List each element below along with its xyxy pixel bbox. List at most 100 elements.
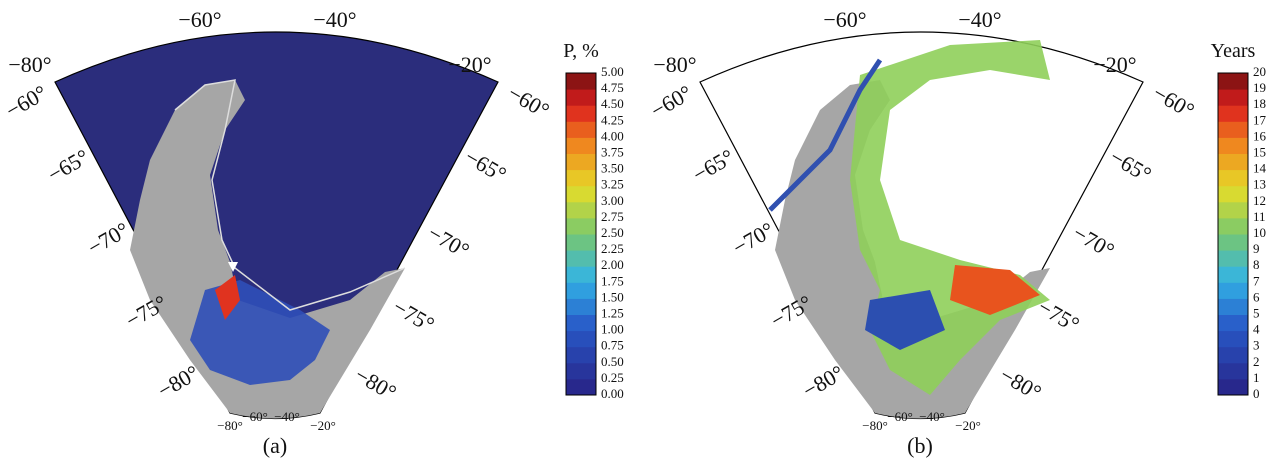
lat-label: −70° [1069,220,1119,263]
lon-label: −20° [955,418,981,433]
colorbar-tick-label: 0.25 [601,370,624,385]
colorbar-tick-label: 1 [1253,370,1260,385]
colorbar-step [566,186,596,203]
colorbar-tick-label: 15 [1253,144,1266,159]
colorbar-step [566,154,596,171]
lat-label: −65° [1106,144,1156,187]
colorbar-step [1218,315,1248,332]
colorbar-tick-label: 4.50 [601,96,624,111]
colorbar-step [566,315,596,332]
lon-label: −80° [217,418,243,433]
lat-label: −70° [83,217,133,260]
colorbar-step [566,298,596,315]
colorbar-tick-label: 0.50 [601,354,624,369]
colorbar-step [566,73,596,90]
colorbar-tick-label: 13 [1253,177,1266,192]
colorbar-tick-label: 5 [1253,305,1260,320]
colorbar-tick-label: 20 [1253,64,1266,79]
colorbar-tick-label: 3.25 [601,177,624,192]
colorbar-step [1218,154,1248,171]
colorbar-tick-label: 2.50 [601,225,624,240]
colorbar-tick-label: 1.25 [601,305,624,320]
lat-label: −65° [43,144,93,187]
lat-label: −70° [424,220,474,263]
colorbar-step [1218,89,1248,106]
lon-label: −60° [178,7,221,32]
lon-label: −80° [653,52,696,77]
colorbar-step [1218,202,1248,219]
lon-label: −20° [448,52,491,77]
colorbar-tick-label: 16 [1253,128,1267,143]
colorbar-title: Years [1211,40,1256,62]
colorbar-tick-label: 3.50 [601,161,624,176]
lat-label: −70° [728,217,778,260]
colorbar-step [566,379,596,396]
colorbar-step [566,170,596,187]
colorbar-step [1218,266,1248,283]
colorbar-tick-label: 2 [1253,354,1260,369]
colorbar-tick-label: 2.75 [601,209,624,224]
colorbar-step [566,121,596,138]
colorbar-tick-label: 2.00 [601,257,624,272]
colorbar-step [1218,121,1248,138]
lon-label: −40° [919,409,945,424]
colorbar-step [1218,137,1248,154]
colorbar-step [566,347,596,364]
colorbar-step [1218,73,1248,90]
colorbar-step [1218,186,1248,203]
lat-label: −65° [688,144,738,187]
lon-label: −40° [313,7,356,32]
colorbar-tick-label: 4.75 [601,80,624,95]
colorbar-tick-label: 6 [1253,289,1260,304]
lon-label: −20° [1093,52,1136,77]
panel-a: −80°−60°−40°−20°−60°−65°−70°−75°−80°−60°… [1,7,623,458]
colorbar-step [1218,234,1248,251]
colorbar-step [1218,347,1248,364]
colorbar-step [566,218,596,235]
figure: −80° −60° −40° −20° −60° −65° −70° −75° −80° −60°… [0,0,1271,460]
panel-label: (a) [263,433,287,458]
colorbar-tick-label: 8 [1253,257,1260,272]
colorbar-step [566,202,596,219]
lat-label: −80° [996,362,1046,405]
colorbar-tick-label: 1.00 [601,322,624,337]
colorbar-title: P, % [563,40,599,62]
colorbar-step [1218,331,1248,348]
colorbar-tick-label: 11 [1253,209,1266,224]
colorbar-step [1218,379,1248,396]
colorbar-tick-label: 7 [1253,273,1260,288]
colorbar-tick-label: 0.00 [601,386,624,401]
lon-label: −60° [887,409,913,424]
colorbar-tick-label: 10 [1253,225,1266,240]
colorbar-tick-label: 1.50 [601,289,624,304]
colorbar-step [1218,170,1248,187]
colorbar-step [1218,250,1248,267]
lon-label: −40° [274,409,300,424]
colorbar-step [566,89,596,106]
colorbar-step [1218,298,1248,315]
colorbar-tick-label: 3 [1253,338,1260,353]
colorbar-step [566,266,596,283]
colorbar-tick-label: 17 [1253,112,1267,127]
colorbar-tick-label: 3.00 [601,193,624,208]
colorbar-step [1218,218,1248,235]
colorbar-tick-label: 4.25 [601,112,624,127]
colorbar-tick-label: 0 [1253,386,1260,401]
colorbar-tick-label: 2.25 [601,241,624,256]
panel-b: −80°−60°−40°−20°−60°−65°−70°−75°−80°−60°… [646,7,1266,458]
panel-label: (b) [907,433,933,458]
lat-label: −75° [389,294,439,337]
lat-label: −60° [1149,80,1199,123]
colorbar-tick-label: 3.75 [601,144,624,159]
colorbar-tick-label: 0.75 [601,338,624,353]
lon-label: −60° [823,7,866,32]
colorbar-step [1218,282,1248,299]
colorbar-step [566,105,596,122]
colorbar-tick-label: 1.75 [601,273,624,288]
colorbar-step [566,331,596,348]
colorbar-tick-label: 12 [1253,193,1266,208]
colorbar-step [566,234,596,251]
colorbar-tick-label: 5.00 [601,64,624,79]
lat-label: −60° [504,80,554,123]
lat-label: −80° [351,362,401,405]
